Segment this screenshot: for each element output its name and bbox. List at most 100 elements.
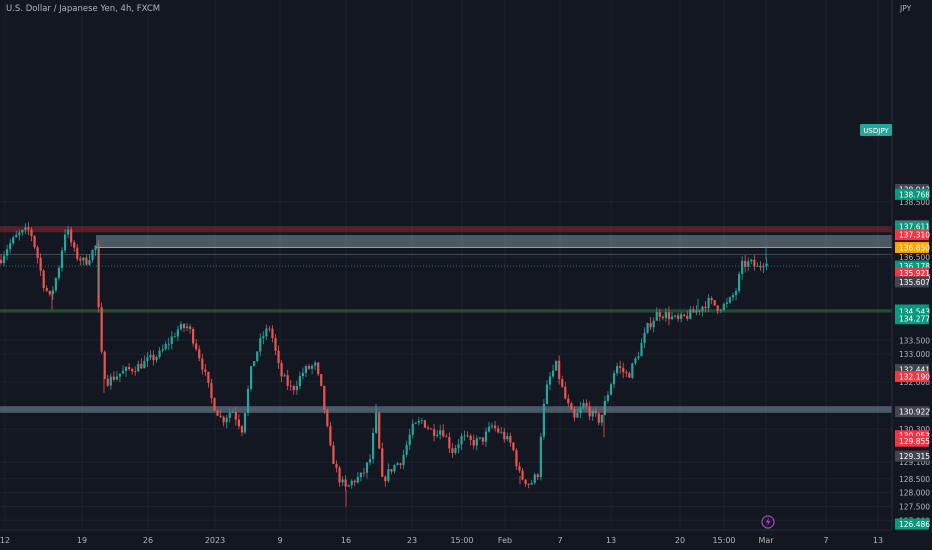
candle-body [268,328,271,330]
time-tick-label: Feb [498,536,512,545]
candle-body [67,229,70,235]
candle-body [295,386,298,391]
candle-body [475,438,478,446]
candle-body [503,431,506,440]
time-tick-label: 20 [675,536,685,545]
candle-body [121,370,125,374]
time-tick-label: Mar [758,536,774,545]
candle-body [420,420,423,422]
candle-body [344,479,347,487]
candle-body [350,480,353,486]
candle-body [256,351,259,362]
candle-body [533,474,536,483]
chart-title: U.S. Dollar / Japanese Yen, 4h, FXCM [6,4,161,14]
level-lines [0,247,892,255]
candle-body [384,476,387,482]
candle-body [555,360,558,371]
candle-body [606,394,610,401]
price-label-bg [895,450,929,462]
candle-body [442,430,445,437]
candle-body [179,324,183,330]
candle-body [155,356,158,361]
candle-body [317,362,320,375]
candle-body [173,336,176,338]
candle-body [652,320,655,328]
price-label-red: 132.190 [899,373,930,382]
candle-body [628,373,631,378]
candle-body [548,376,552,385]
support-resistance-zones [0,226,892,413]
candle-body [429,428,433,430]
candle-body [744,260,747,267]
candle-body [433,429,436,436]
candle-body [76,247,79,259]
zone-slate [0,406,892,413]
candle-body [750,259,753,262]
time-tick-label: 16 [341,536,351,545]
candle-body [42,270,45,289]
price-label-green: 134.277 [899,315,930,324]
price-label-green: 126.486 [899,520,930,529]
candle-body [603,400,606,415]
candle-body [103,351,106,379]
candle-body [716,305,719,311]
price-label-red: 135.921 [899,269,930,278]
candle-body [536,474,539,478]
candle-body [643,332,646,344]
candle-body [359,472,362,478]
candle-body [551,370,555,377]
candle-body [573,409,576,418]
price-tick-label: 132.000 [899,378,930,387]
candle-body [448,437,451,449]
price-label-bg [895,313,929,325]
candle-body [216,410,219,416]
candle-body [408,434,411,446]
candle-body [106,378,109,386]
candle-body [695,310,698,313]
candle-body [329,426,332,446]
candle-body [311,365,314,369]
lightning-icon[interactable] [761,515,775,529]
candle-body [564,386,567,399]
time-tick-label: 13 [873,536,883,545]
candle-body [731,295,735,298]
price-label-bg [895,241,929,253]
price-label-bg [895,267,929,279]
price-label-bg [895,220,929,232]
candle-body [741,260,744,275]
candle-body [381,448,384,477]
candle-body [2,255,6,264]
candle-body [118,373,122,377]
candle-body [661,316,664,318]
candle-body [353,480,356,483]
time-axis[interactable] [0,530,932,550]
candle-body [576,412,579,418]
time-tick-label: 13 [606,536,616,545]
candle-body [466,435,469,437]
candle-body [60,250,64,268]
candle-body [622,367,625,373]
candle-body [265,328,268,337]
candle-body [298,376,301,387]
candle-body [326,409,329,427]
candle-body [585,402,588,407]
candle-body [588,406,591,417]
candle-body [198,349,201,359]
candle-body [128,367,131,370]
candle-body [597,413,600,423]
candle-body [478,437,481,439]
candle-body [387,469,390,482]
candle-body [487,426,491,432]
candle-body [612,373,616,385]
candle-body [15,234,18,238]
candle-body [73,242,76,248]
candle-body [54,278,57,291]
candle-body [558,360,561,380]
candle-body [680,314,683,319]
candle-body [137,363,140,372]
candle-body [692,309,695,313]
candle-body [762,266,765,268]
candle-body [378,412,381,449]
candle-body [457,444,460,449]
